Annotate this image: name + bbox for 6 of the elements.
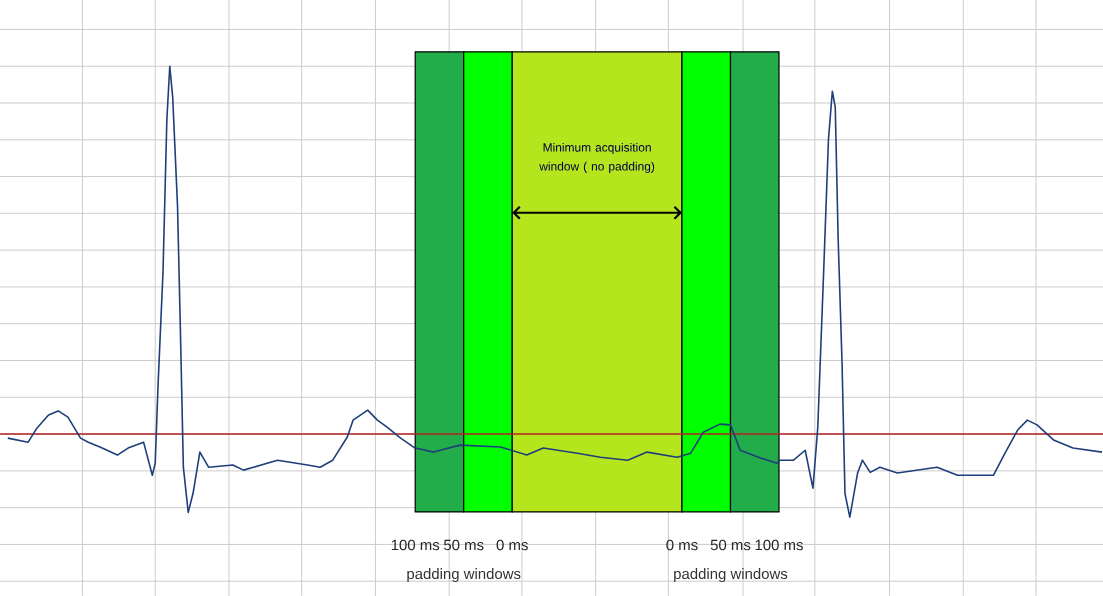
text: padding windows: [407, 568, 521, 583]
annotation: Minimum acquisition window ( no padding): [539, 142, 655, 173]
text: padding windows: [674, 568, 788, 583]
x-tick-label: 100 ms: [755, 539, 803, 551]
x-tick-label: 0 ms: [666, 539, 698, 551]
x-tick-label: 50 ms: [710, 539, 751, 551]
